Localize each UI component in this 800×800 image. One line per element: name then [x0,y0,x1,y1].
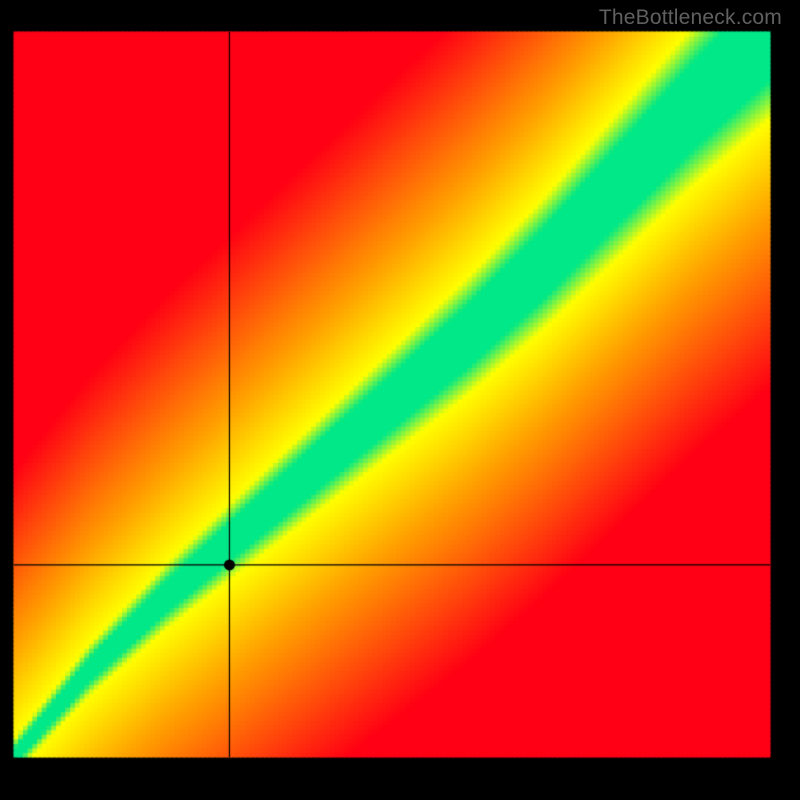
outer-container: TheBottleneck.com [0,0,800,800]
heatmap-canvas [0,0,800,800]
watermark-text: TheBottleneck.com [599,6,782,30]
